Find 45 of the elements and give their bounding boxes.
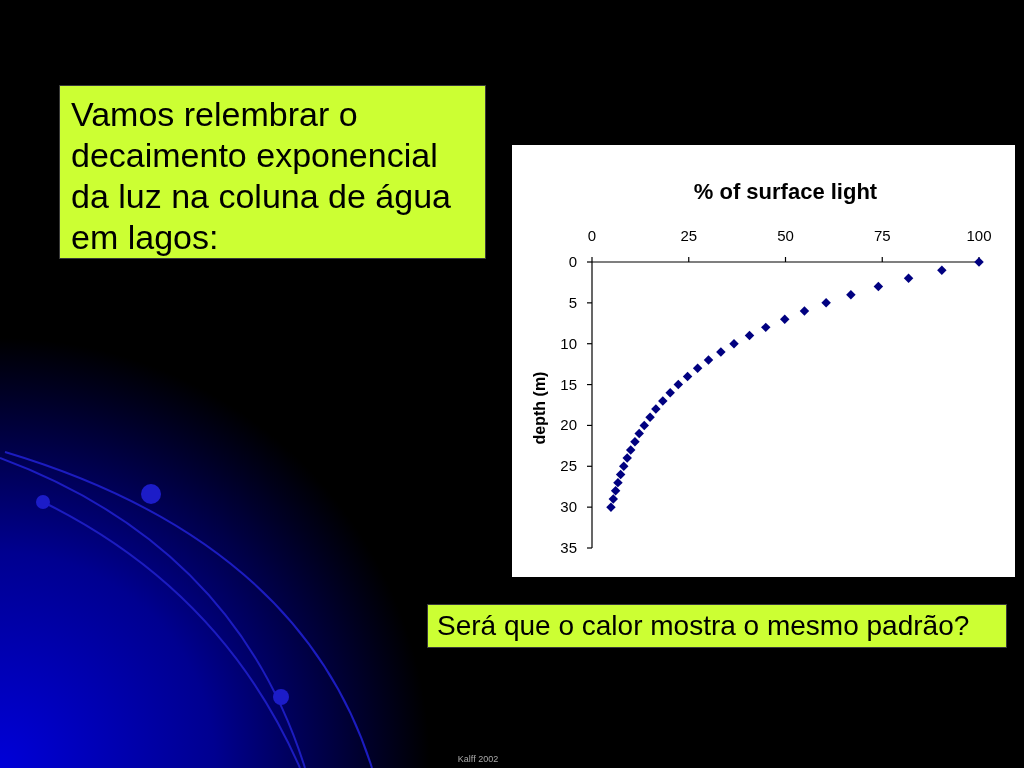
point — [821, 298, 831, 308]
point — [692, 363, 703, 373]
point — [703, 355, 714, 365]
y-tick-label: 35 — [560, 539, 577, 556]
x-tick-label: 50 — [777, 227, 794, 244]
text: Será que o calor mostra o mesmo padrão? — [427, 604, 1007, 648]
point — [779, 314, 790, 324]
x-tick-label: 75 — [873, 227, 891, 244]
y-tick-label: 5 — [568, 293, 577, 311]
point — [673, 379, 684, 390]
point — [937, 265, 947, 275]
point — [625, 445, 636, 455]
point — [903, 273, 914, 284]
x-tick-label: 0 — [587, 227, 597, 244]
y-axis-title: depth (m) — [531, 371, 548, 445]
x-tick-label: 100 — [966, 227, 992, 244]
point — [761, 322, 771, 333]
y-tick-label: 15 — [560, 375, 577, 393]
y-tick-label: 25 — [560, 457, 577, 475]
point — [622, 453, 632, 463]
point — [613, 477, 623, 488]
point — [639, 420, 649, 431]
point — [608, 494, 619, 504]
text: Kalff 2002 — [457, 754, 499, 764]
y-tick-label: 30 — [560, 498, 577, 516]
point — [634, 428, 644, 439]
y-tick-label: 0 — [568, 253, 577, 270]
point — [658, 396, 668, 406]
point — [615, 469, 626, 480]
point — [846, 289, 856, 300]
y-tick-label: 20 — [560, 416, 577, 434]
text: Vamos relembrar o decaimento exponencial da luz na coluna de água em lagos: — [59, 85, 486, 259]
point — [799, 306, 810, 316]
point — [618, 461, 629, 472]
point — [744, 330, 755, 341]
point — [729, 338, 739, 349]
point — [610, 486, 621, 496]
point — [630, 437, 640, 447]
point — [665, 388, 675, 398]
x-axis-title: % of surface light — [693, 179, 878, 204]
point — [645, 412, 655, 422]
point — [873, 281, 884, 292]
x-tick-label: 25 — [680, 227, 698, 244]
y-tick-label: 10 — [560, 334, 577, 352]
point — [682, 371, 693, 382]
